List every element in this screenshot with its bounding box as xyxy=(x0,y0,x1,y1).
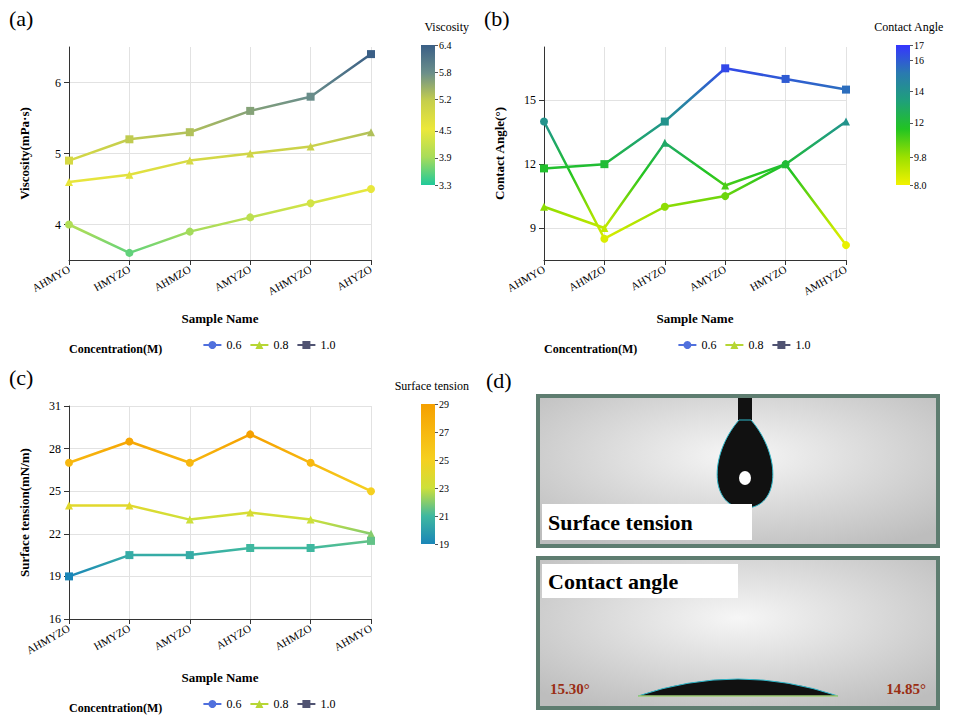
svg-text:4.5: 4.5 xyxy=(439,125,452,136)
svg-text:3.9: 3.9 xyxy=(439,152,452,163)
svg-text:HMYZO: HMYZO xyxy=(92,263,133,294)
svg-text:Contact Angle: Contact Angle xyxy=(874,20,943,34)
svg-text:Concentration(M): Concentration(M) xyxy=(69,342,162,356)
svg-text:3.3: 3.3 xyxy=(439,180,452,191)
svg-text:Sample Name: Sample Name xyxy=(657,311,734,326)
svg-text:AHMYO: AHMYO xyxy=(332,622,374,653)
svg-text:5.2: 5.2 xyxy=(439,94,452,105)
svg-text:AHYZO: AHYZO xyxy=(628,263,667,293)
svg-text:Surface tension: Surface tension xyxy=(548,510,693,535)
svg-text:31: 31 xyxy=(49,399,61,413)
svg-text:AHMZO: AHMZO xyxy=(567,263,608,294)
svg-text:(a): (a) xyxy=(9,6,33,31)
svg-text:17: 17 xyxy=(914,40,924,51)
svg-text:Contact Angle(°): Contact Angle(°) xyxy=(492,107,507,200)
svg-text:AHMYZO: AHMYZO xyxy=(24,622,72,657)
svg-text:HMYZO: HMYZO xyxy=(92,622,133,653)
svg-text:HMYZO: HMYZO xyxy=(748,263,789,294)
svg-text:Contact angle: Contact angle xyxy=(548,569,678,594)
svg-text:AMYZO: AMYZO xyxy=(212,263,253,294)
svg-text:6.4: 6.4 xyxy=(439,40,452,51)
svg-text:12: 12 xyxy=(914,117,924,128)
svg-text:29: 29 xyxy=(439,399,449,410)
svg-text:Concentration(M): Concentration(M) xyxy=(544,342,637,356)
svg-text:1.0: 1.0 xyxy=(320,338,335,352)
svg-text:AHYZO: AHYZO xyxy=(214,622,253,652)
svg-text:21: 21 xyxy=(439,511,449,522)
svg-text:1.0: 1.0 xyxy=(320,697,335,711)
svg-text:AHMZO: AHMZO xyxy=(152,263,193,294)
svg-text:AMYZO: AMYZO xyxy=(152,622,193,653)
svg-text:1.0: 1.0 xyxy=(795,338,810,352)
svg-text:0.8: 0.8 xyxy=(273,697,288,711)
svg-text:AMYZO: AMYZO xyxy=(687,263,728,294)
svg-text:28: 28 xyxy=(49,442,61,456)
svg-text:16: 16 xyxy=(914,55,924,66)
svg-text:Viscosity(mPa·s): Viscosity(mPa·s) xyxy=(17,107,32,200)
svg-text:4: 4 xyxy=(55,218,61,232)
svg-text:9.8: 9.8 xyxy=(914,152,927,163)
svg-text:(c): (c) xyxy=(9,365,33,390)
svg-text:14: 14 xyxy=(914,86,924,97)
svg-text:16: 16 xyxy=(49,612,61,626)
svg-text:Surface tension: Surface tension xyxy=(395,379,469,393)
svg-text:(b): (b) xyxy=(484,6,510,31)
svg-text:22: 22 xyxy=(49,527,61,541)
svg-text:15.30°: 15.30° xyxy=(550,681,590,697)
svg-text:Concentration(M): Concentration(M) xyxy=(69,701,162,715)
svg-text:AHMZO: AHMZO xyxy=(273,622,314,653)
svg-text:6: 6 xyxy=(55,76,61,90)
svg-text:0.8: 0.8 xyxy=(273,338,288,352)
svg-text:5: 5 xyxy=(55,147,61,161)
svg-text:15: 15 xyxy=(524,93,536,107)
svg-text:5.8: 5.8 xyxy=(439,67,452,78)
svg-text:25: 25 xyxy=(439,455,449,466)
svg-text:0.6: 0.6 xyxy=(701,338,716,352)
svg-text:Viscosity: Viscosity xyxy=(424,20,469,34)
svg-text:8.0: 8.0 xyxy=(914,180,927,191)
svg-text:19: 19 xyxy=(49,569,61,583)
svg-text:AMHYZO: AMHYZO xyxy=(801,263,849,298)
svg-text:(d): (d) xyxy=(486,368,512,393)
svg-text:AHMYO: AHMYO xyxy=(30,263,72,294)
svg-text:23: 23 xyxy=(439,483,449,494)
svg-text:25: 25 xyxy=(49,484,61,498)
svg-text:9: 9 xyxy=(530,221,536,235)
svg-text:0.6: 0.6 xyxy=(226,697,241,711)
svg-text:14.85°: 14.85° xyxy=(886,681,926,697)
svg-text:27: 27 xyxy=(439,427,449,438)
svg-text:AHMYO: AHMYO xyxy=(505,263,547,294)
svg-text:Surface tension(mN/m): Surface tension(mN/m) xyxy=(17,448,32,577)
svg-text:0.8: 0.8 xyxy=(748,338,763,352)
svg-text:12: 12 xyxy=(524,157,536,171)
svg-text:Sample Name: Sample Name xyxy=(182,311,259,326)
svg-text:19: 19 xyxy=(439,539,449,550)
svg-text:0.6: 0.6 xyxy=(226,338,241,352)
svg-text:AHYZO: AHYZO xyxy=(335,263,374,293)
svg-text:Sample Name: Sample Name xyxy=(182,670,259,685)
svg-text:AHMYZO: AHMYZO xyxy=(266,263,314,298)
